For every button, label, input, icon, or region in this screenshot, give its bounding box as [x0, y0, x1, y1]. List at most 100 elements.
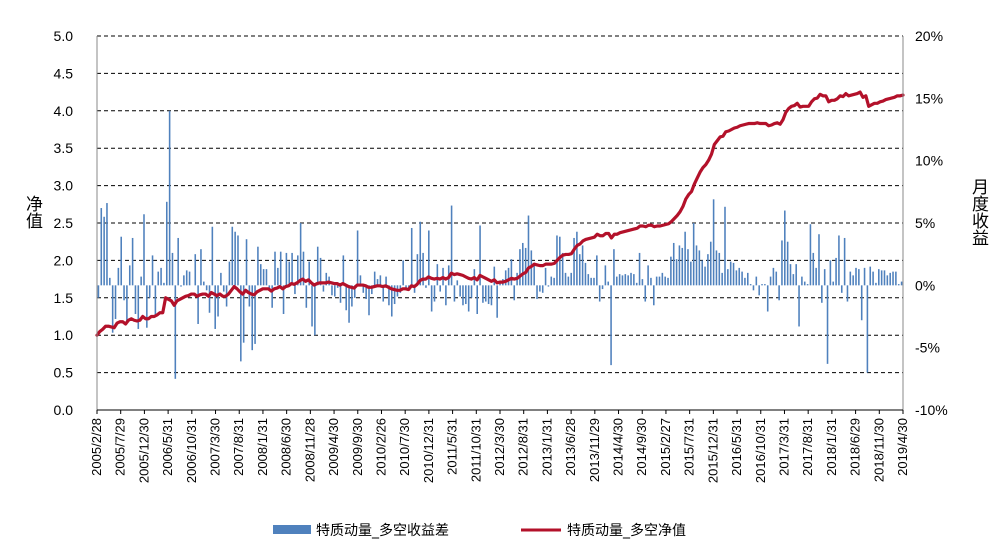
bar [322, 285, 325, 292]
bar [704, 266, 706, 286]
bar [519, 249, 521, 286]
bar [647, 265, 649, 286]
bar [635, 282, 638, 286]
bar [185, 270, 188, 286]
bar [228, 261, 231, 286]
bar [359, 275, 362, 286]
bar [251, 285, 254, 351]
bar [553, 277, 555, 286]
bar [803, 281, 806, 286]
bar [852, 275, 854, 286]
bar [795, 264, 797, 286]
bar [222, 285, 225, 292]
bar [183, 275, 185, 286]
bar [413, 285, 416, 293]
left-tick-label: 1.5 [54, 290, 74, 306]
bar [419, 221, 422, 286]
bar [826, 285, 829, 364]
bar [453, 285, 456, 302]
right-axis-ticks: -10% -5% 0% 5% 10% 15% 20% [915, 28, 948, 418]
bar [576, 231, 578, 286]
bar [356, 230, 359, 286]
bar [134, 285, 137, 314]
bar [314, 285, 316, 336]
legend-bar-label: 特质动量_多空收益差 [316, 522, 449, 539]
x-tick-label: 2006/5/31 [160, 418, 175, 476]
left-tick-label: 2.0 [54, 252, 74, 268]
bar [180, 285, 182, 287]
bar [245, 239, 248, 286]
bar [160, 267, 162, 286]
bar [764, 284, 766, 286]
bar [832, 281, 835, 286]
bar [675, 259, 678, 286]
bar [524, 247, 527, 286]
bar [581, 245, 584, 286]
bar [715, 250, 718, 286]
x-tick-label: 2018/6/29 [848, 418, 863, 476]
bar [624, 274, 627, 286]
bar [653, 285, 655, 306]
bar [604, 265, 607, 286]
right-tick-label: 0% [915, 277, 935, 293]
bar [445, 285, 447, 306]
bar [638, 252, 641, 286]
bar [883, 270, 886, 286]
left-axis-ticks: 0.0 0.5 1.0 1.5 2.0 2.5 3.0 3.5 4.0 4.5 5.0 [54, 28, 74, 418]
bar [140, 276, 142, 286]
bar [895, 271, 897, 286]
bar [197, 285, 199, 324]
bar [641, 279, 644, 286]
bar [265, 269, 268, 286]
x-tick-label: 2017/8/31 [800, 418, 815, 476]
bar [513, 285, 516, 301]
bar [231, 226, 234, 286]
bar [470, 285, 473, 298]
x-tick-label: 2008/6/30 [279, 418, 294, 476]
x-tick-label: 2015/12/31 [705, 418, 720, 483]
bar [687, 249, 689, 286]
bar [146, 285, 148, 328]
bar [450, 205, 453, 286]
bar [741, 271, 743, 286]
bar [382, 285, 385, 302]
bar [695, 245, 698, 286]
bar [131, 237, 134, 286]
bar [590, 277, 592, 286]
bar [681, 247, 684, 286]
bar [385, 276, 387, 286]
bar [302, 251, 305, 286]
bar [559, 236, 561, 286]
bar [732, 262, 735, 286]
x-tick-label: 2008/1/31 [255, 418, 270, 476]
bar [174, 285, 177, 379]
bar [724, 206, 726, 286]
bar [886, 275, 889, 286]
bar [672, 242, 675, 286]
left-tick-label: 1.0 [54, 327, 74, 343]
bar [259, 264, 262, 286]
bar [889, 272, 891, 286]
left-tick-label: 0.0 [54, 402, 74, 418]
bar [658, 276, 661, 286]
bar [684, 231, 686, 286]
bar [334, 285, 336, 297]
bar [353, 285, 356, 298]
bar [194, 254, 197, 286]
x-tick-label: 2013/1/31 [539, 418, 554, 476]
bar [117, 267, 120, 286]
legend-bar-swatch [273, 525, 311, 534]
bar [661, 272, 664, 286]
bar [584, 262, 587, 286]
right-axis-title: 月度收益 [968, 178, 989, 246]
bar [103, 216, 105, 286]
x-tick-label: 2009/4/30 [326, 418, 341, 476]
bar [342, 255, 345, 286]
x-tick-label: 2017/3/31 [776, 418, 791, 476]
right-tick-label: -10% [915, 402, 948, 418]
bar [738, 267, 741, 286]
x-tick-label: 2015/2/27 [658, 418, 673, 476]
left-tick-label: 0.5 [54, 365, 74, 381]
bar [123, 285, 125, 301]
bar [433, 285, 436, 302]
